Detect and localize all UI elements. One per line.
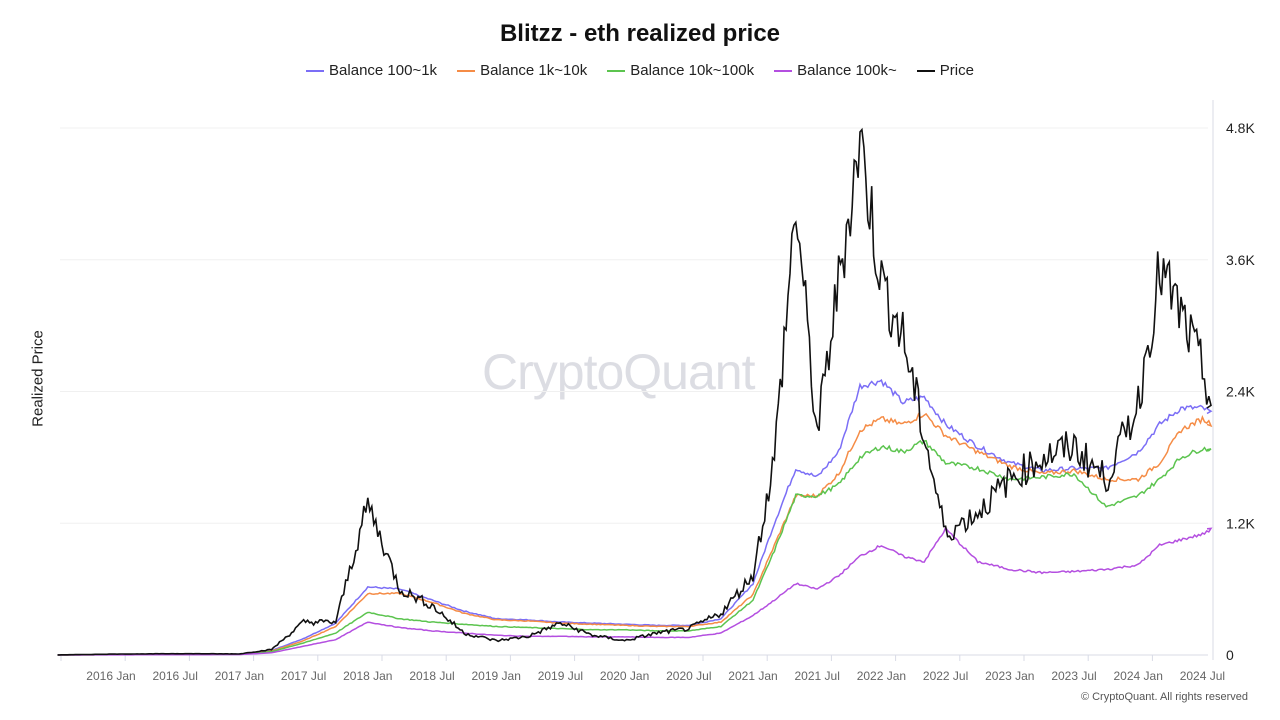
y-tick-label: 0 — [1226, 647, 1234, 663]
legend-item-price[interactable]: Price — [916, 62, 974, 79]
legend-swatch-icon — [457, 69, 476, 72]
legend-swatch-icon — [306, 69, 325, 72]
y-tick-label: 4.8K — [1226, 120, 1255, 136]
legend-label: Balance 100~1k — [329, 62, 438, 79]
x-tick-label: 2021 Jan — [728, 669, 777, 683]
x-tick-label: 2024 Jan — [1114, 669, 1163, 683]
series-line-3 — [57, 525, 1213, 656]
series-line-1 — [57, 412, 1213, 656]
y-tick-label: 2.4K — [1226, 384, 1255, 400]
y-tick-label: 1.2K — [1226, 515, 1255, 531]
series-line-4 — [57, 127, 1212, 656]
x-tick-label: 2018 Jul — [409, 669, 454, 683]
x-tick-label: 2021 Jul — [795, 669, 840, 683]
legend-swatch-icon — [607, 69, 626, 72]
legend-label: Balance 10k~100k — [630, 62, 755, 79]
legend-label: Balance 100k~ — [797, 62, 897, 79]
legend-swatch-icon — [916, 69, 935, 72]
x-tick-label: 2020 Jul — [666, 669, 711, 683]
x-tick-label: 2016 Jan — [86, 669, 135, 683]
legend: Balance 100~1k Balance 1k~10k Balance 10… — [0, 62, 1280, 79]
x-tick-label: 2022 Jul — [923, 669, 968, 683]
x-tick-label: 2019 Jul — [538, 669, 583, 683]
legend-item-balance-100k[interactable]: Balance 100k~ — [774, 62, 897, 79]
x-tick-label: 2020 Jan — [600, 669, 649, 683]
legend-swatch-icon — [774, 69, 793, 72]
legend-item-balance-1k-10k[interactable]: Balance 1k~10k — [457, 62, 587, 79]
watermark: CryptoQuant — [482, 344, 755, 400]
legend-label: Balance 1k~10k — [480, 62, 588, 79]
x-tick-label: 2018 Jan — [343, 669, 392, 683]
x-tick-label: 2019 Jan — [472, 669, 521, 683]
y-tick-label: 3.6K — [1226, 252, 1255, 268]
x-tick-label: 2024 Jul — [1180, 669, 1225, 683]
legend-item-balance-100-1k[interactable]: Balance 100~1k — [306, 62, 437, 79]
legend-label: Price — [939, 62, 974, 79]
series-line-0 — [57, 379, 1213, 656]
x-tick-label: 2023 Jul — [1051, 669, 1096, 683]
x-tick-label: 2022 Jan — [857, 669, 906, 683]
x-tick-label: 2017 Jan — [215, 669, 264, 683]
legend-item-balance-10k-100k[interactable]: Balance 10k~100k — [607, 62, 754, 79]
chart-title: Blitzz - eth realized price — [499, 20, 781, 47]
x-tick-label: 2017 Jul — [281, 669, 326, 683]
x-tick-label: 2023 Jan — [985, 669, 1034, 683]
x-tick-label: 2016 Jul — [153, 669, 198, 683]
copyright: © CryptoQuant. All rights reserved — [1080, 691, 1248, 703]
